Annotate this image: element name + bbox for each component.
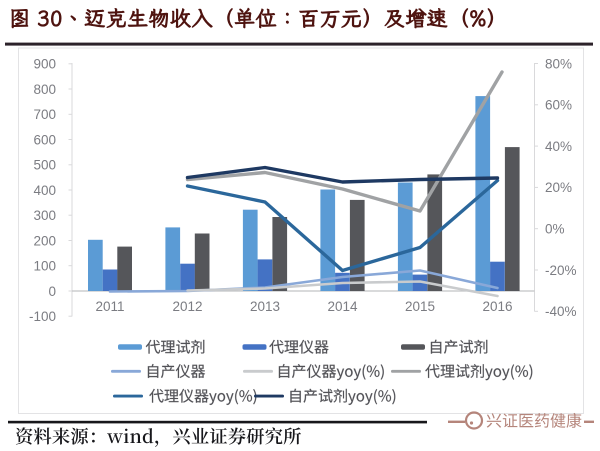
svg-text:600: 600 bbox=[33, 132, 56, 147]
svg-text:200: 200 bbox=[33, 233, 56, 248]
svg-text:60%: 60% bbox=[545, 98, 572, 113]
svg-text:700: 700 bbox=[33, 107, 56, 122]
svg-text:800: 800 bbox=[33, 82, 56, 97]
svg-text:2012: 2012 bbox=[172, 299, 202, 314]
svg-text:-40%: -40% bbox=[545, 304, 577, 319]
svg-text:900: 900 bbox=[33, 57, 56, 72]
svg-text:400: 400 bbox=[33, 183, 56, 198]
svg-text:2011: 2011 bbox=[95, 299, 124, 314]
svg-text:2016: 2016 bbox=[482, 299, 512, 314]
svg-text:2015: 2015 bbox=[405, 299, 435, 314]
svg-text:300: 300 bbox=[33, 208, 56, 223]
svg-text:-100: -100 bbox=[29, 309, 56, 324]
svg-text:80%: 80% bbox=[545, 56, 572, 71]
svg-text:2013: 2013 bbox=[250, 299, 280, 314]
svg-text:20%: 20% bbox=[545, 180, 572, 195]
svg-text:500: 500 bbox=[33, 158, 56, 173]
svg-text:-20%: -20% bbox=[545, 263, 577, 278]
svg-text:100: 100 bbox=[33, 259, 56, 274]
svg-text:40%: 40% bbox=[545, 139, 572, 154]
svg-text:0%: 0% bbox=[545, 222, 565, 237]
svg-text:0: 0 bbox=[48, 284, 56, 299]
svg-text:2014: 2014 bbox=[327, 299, 358, 314]
